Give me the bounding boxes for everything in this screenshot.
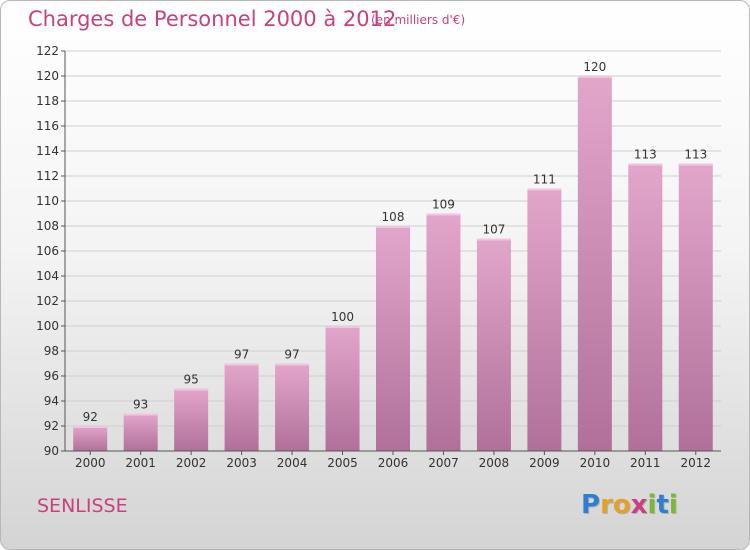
y-tick-label: 114 bbox=[36, 144, 59, 158]
x-tick-label: 2002 bbox=[176, 456, 207, 470]
bar-value-label: 93 bbox=[133, 398, 148, 412]
y-tick-label: 102 bbox=[36, 294, 59, 308]
bar-value-label: 109 bbox=[432, 198, 455, 212]
bar-2002 bbox=[174, 388, 209, 451]
bar-value-label: 113 bbox=[684, 148, 707, 162]
y-tick-label: 90 bbox=[44, 444, 59, 458]
bar-value-label: 108 bbox=[382, 210, 405, 224]
bar-2010 bbox=[577, 76, 612, 451]
bar-2012 bbox=[678, 163, 713, 451]
logo-letter: r bbox=[600, 490, 613, 520]
bar-top-highlight bbox=[224, 363, 259, 366]
x-tick-label: 2004 bbox=[277, 456, 308, 470]
x-tick-label: 2005 bbox=[327, 456, 358, 470]
y-tick-label: 116 bbox=[36, 119, 59, 133]
bar-2001 bbox=[123, 413, 158, 451]
commune-name: SENLISSE bbox=[37, 495, 128, 517]
bar-2006 bbox=[376, 226, 410, 451]
y-tick-label: 98 bbox=[44, 344, 59, 358]
bar-value-label: 95 bbox=[184, 373, 199, 387]
x-tick-label: 2008 bbox=[479, 456, 510, 470]
y-tick-label: 120 bbox=[36, 69, 59, 83]
bar-top-highlight bbox=[275, 363, 310, 366]
y-tick-label: 122 bbox=[36, 44, 59, 58]
bar-2008 bbox=[476, 238, 511, 451]
bar-top-highlight bbox=[325, 326, 360, 328]
bar-2007 bbox=[426, 213, 461, 451]
bar-value-label: 107 bbox=[482, 223, 505, 237]
x-tick-label: 2003 bbox=[226, 456, 257, 470]
bar-top-highlight bbox=[476, 238, 511, 241]
bar-top-highlight bbox=[73, 426, 108, 428]
y-tick-label: 100 bbox=[36, 319, 59, 333]
x-tick-label: 2010 bbox=[580, 456, 611, 470]
y-tick-label: 110 bbox=[36, 194, 59, 208]
y-tick-label: 108 bbox=[36, 219, 59, 233]
bar-2000 bbox=[73, 426, 108, 451]
x-tick-label: 2006 bbox=[378, 456, 409, 470]
bar-top-highlight bbox=[123, 413, 158, 416]
logo-letter: x bbox=[630, 490, 648, 520]
y-tick-label: 96 bbox=[44, 369, 59, 383]
x-tick-label: 2007 bbox=[428, 456, 459, 470]
bar-value-label: 97 bbox=[284, 348, 299, 362]
x-tick-label: 2001 bbox=[125, 456, 156, 470]
y-tick-label: 94 bbox=[44, 394, 59, 408]
x-tick-label: 2011 bbox=[630, 456, 661, 470]
bar-value-label: 92 bbox=[83, 410, 98, 424]
chart-subtitle: (en milliers d'€) bbox=[371, 13, 466, 27]
y-tick-label: 104 bbox=[36, 269, 59, 283]
bar-2003 bbox=[224, 363, 259, 451]
bar-2009 bbox=[527, 188, 562, 451]
bar-2005 bbox=[325, 326, 360, 451]
logo-letter: o bbox=[612, 490, 631, 520]
bar-value-label: 111 bbox=[533, 173, 556, 187]
y-tick-label: 112 bbox=[36, 169, 59, 183]
bar-top-highlight bbox=[174, 388, 209, 391]
logo-letter: t bbox=[656, 490, 669, 520]
y-tick-label: 118 bbox=[36, 94, 59, 108]
chart-title: Charges de Personnel 2000 à 2012 bbox=[28, 7, 397, 31]
x-tick-label: 2012 bbox=[680, 456, 711, 470]
y-tick-label: 92 bbox=[44, 419, 59, 433]
x-tick-label: 2000 bbox=[75, 456, 106, 470]
bar-value-label: 120 bbox=[583, 60, 606, 74]
proxiti-logo: Proxiti bbox=[581, 490, 678, 520]
bar-2011 bbox=[628, 163, 663, 451]
bar-top-highlight bbox=[426, 213, 461, 216]
x-tick-label: 2009 bbox=[529, 456, 560, 470]
bar-top-highlight bbox=[376, 226, 410, 228]
logo-letter: i bbox=[668, 490, 678, 520]
y-axis: 90 92 94 96 98 100 102 104 106 108 110 112 114 116 118… bbox=[36, 44, 66, 458]
x-axis: 2000 2001 2002 2003 2004 2005 2006 2007 2008 2009… bbox=[65, 450, 721, 470]
bar-top-highlight bbox=[678, 163, 713, 166]
logo-letter: P bbox=[581, 490, 601, 520]
bar-top-highlight bbox=[628, 163, 663, 166]
bar-value-label: 100 bbox=[331, 310, 354, 324]
bar-top-highlight bbox=[527, 188, 562, 191]
y-tick-label: 106 bbox=[36, 244, 59, 258]
bar-2004 bbox=[275, 363, 310, 451]
logo-letter: i bbox=[647, 490, 657, 520]
bar-value-label: 113 bbox=[634, 148, 657, 162]
bar-value-label: 97 bbox=[234, 348, 249, 362]
bar-top-highlight bbox=[577, 76, 612, 78]
bars: 92 93 95 97 97 100 108 109 107 111 120 113 113 bbox=[73, 60, 713, 451]
